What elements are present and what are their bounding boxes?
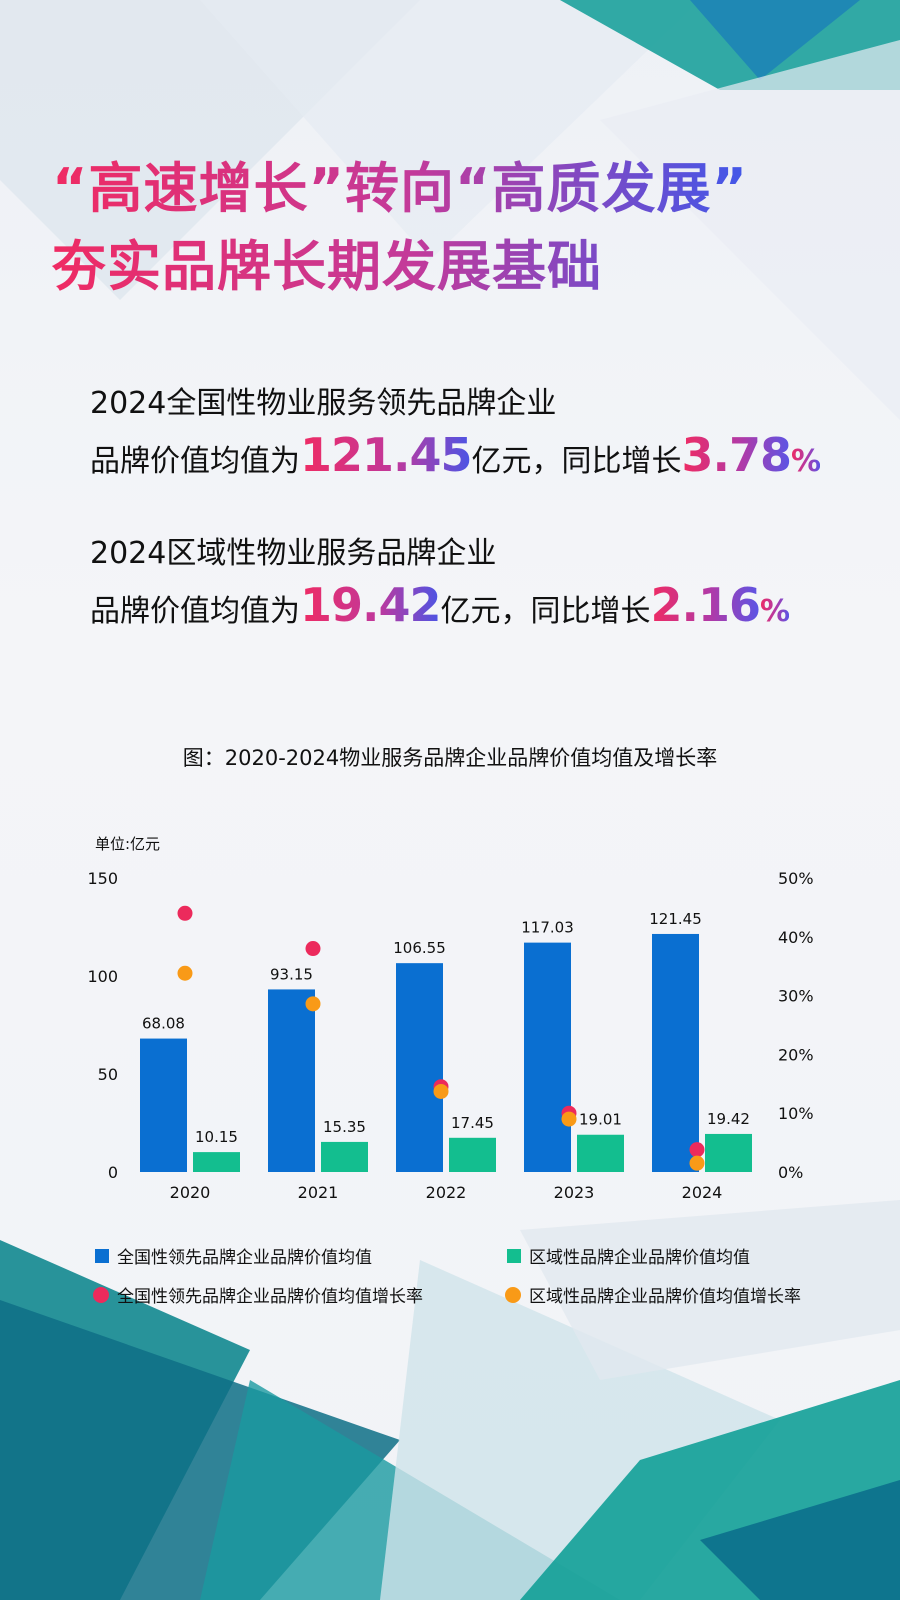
regional-stat-pct-sign: % [760, 594, 790, 629]
national-value-label: 93.15 [270, 965, 313, 983]
regional-value-label: 10.15 [195, 1128, 238, 1146]
national-stat-mid: 亿元，同比增长 [471, 444, 682, 479]
regional-stat-mid: 亿元，同比增长 [440, 594, 651, 629]
left-axis-tick-label: 100 [87, 967, 118, 986]
national-value-label: 121.45 [649, 910, 702, 928]
national-growth-dot [689, 1142, 705, 1158]
right-axis-tick-label: 40% [778, 928, 814, 947]
legend-swatch-regional-growth [505, 1286, 521, 1303]
regional-growth-dot [561, 1111, 577, 1127]
national-value-label: 106.55 [393, 939, 446, 957]
regional-value-bar [193, 1152, 240, 1172]
headline-line-1: “高速增长”转向“高质发展” [52, 157, 748, 220]
x-axis-tick-label: 2024 [682, 1183, 723, 1202]
regional-stat-value: 19.42 [300, 578, 442, 632]
regional-growth-dot [305, 996, 321, 1012]
national-stat-title: 2024全国性物业服务领先品牌企业 [90, 386, 557, 421]
legend-swatch-national-bar [95, 1248, 109, 1263]
regional-value-bar [449, 1137, 496, 1172]
national-value-bar [652, 933, 699, 1172]
bar-chart: 0 50 100 150 0% 10% 20% 30% 40% 50% 68.08 10.15 2020… [87, 869, 814, 1202]
legend-label-national-bar: 全国性领先品牌企业品牌价值均值 [117, 1248, 372, 1268]
left-axis-tick-label: 0 [108, 1163, 118, 1182]
regional-value-label: 15.35 [323, 1118, 366, 1136]
national-value-bar [396, 963, 443, 1172]
legend-label-regional-bar: 区域性品牌企业品牌价值均值 [529, 1248, 750, 1268]
right-axis-tick-label: 20% [778, 1045, 814, 1064]
regional-stat-line: 品牌价值均值为19.42亿元，同比增长2.16% [90, 578, 790, 632]
x-axis-tick-label: 2021 [298, 1183, 339, 1202]
legend-swatch-national-growth [93, 1286, 109, 1303]
regional-growth-dot [177, 965, 193, 981]
regional-value-label: 19.42 [707, 1110, 750, 1128]
chart-unit-label: 单位:亿元 [95, 835, 161, 853]
right-axis-tick-label: 30% [778, 987, 814, 1006]
regional-growth-dot [433, 1083, 449, 1099]
regional-stat-title: 2024区域性物业服务品牌企业 [90, 536, 497, 571]
legend-label-national-growth: 全国性领先品牌企业品牌价值均值增长率 [117, 1287, 423, 1307]
national-stat-growth: 3.78 [681, 428, 792, 482]
regional-value-bar [321, 1141, 368, 1172]
national-value-label: 68.08 [142, 1015, 185, 1033]
national-stat-pct-sign: % [791, 444, 821, 479]
right-axis-tick-label: 50% [778, 869, 814, 888]
national-stat-line: 品牌价值均值为121.45亿元，同比增长3.78% [90, 428, 821, 482]
national-value-bar [268, 989, 315, 1172]
right-axis-tick-label: 10% [778, 1104, 814, 1123]
right-axis-tick-label: 0% [778, 1163, 803, 1182]
headline-line-2: 夯实品牌长期发展基础 [52, 235, 602, 298]
headline: “高速增长”转向“高质发展” 夯实品牌长期发展基础 [52, 150, 852, 306]
national-growth-dot [305, 941, 321, 957]
chart-title: 图：2020-2024物业服务品牌企业品牌价值均值及增长率 [182, 746, 718, 770]
legend-swatch-regional-bar [507, 1248, 521, 1263]
legend-regional-growth: 区域性品牌企业品牌价值均值增长率 [505, 1282, 801, 1307]
legend-regional-bar: 区域性品牌企业品牌价值均值 [507, 1243, 750, 1268]
regional-growth-dot [689, 1155, 705, 1171]
regional-stat-prefix: 品牌价值均值为 [90, 594, 300, 629]
regional-value-bar [705, 1133, 752, 1172]
legend-label-regional-growth: 区域性品牌企业品牌价值均值增长率 [529, 1287, 801, 1307]
regional-stat-growth: 2.16 [650, 578, 761, 632]
legend-national-bar: 全国性领先品牌企业品牌价值均值 [95, 1243, 372, 1268]
national-value-bar [524, 942, 571, 1172]
national-growth-dot [177, 905, 193, 921]
national-stat-value: 121.45 [300, 428, 473, 482]
x-axis-tick-label: 2020 [170, 1183, 211, 1202]
legend-national-growth: 全国性领先品牌企业品牌价值均值增长率 [93, 1282, 423, 1307]
left-axis-tick-label: 50 [98, 1065, 118, 1084]
x-axis-tick-label: 2022 [426, 1183, 467, 1202]
left-axis-tick-label: 150 [87, 869, 118, 888]
regional-value-label: 19.01 [579, 1111, 622, 1129]
regional-value-bar [577, 1134, 624, 1172]
national-value-label: 117.03 [521, 919, 574, 937]
regional-value-label: 17.45 [451, 1114, 494, 1132]
x-axis-tick-label: 2023 [554, 1183, 595, 1202]
national-value-bar [140, 1038, 187, 1172]
national-stat-prefix: 品牌价值均值为 [90, 444, 300, 479]
